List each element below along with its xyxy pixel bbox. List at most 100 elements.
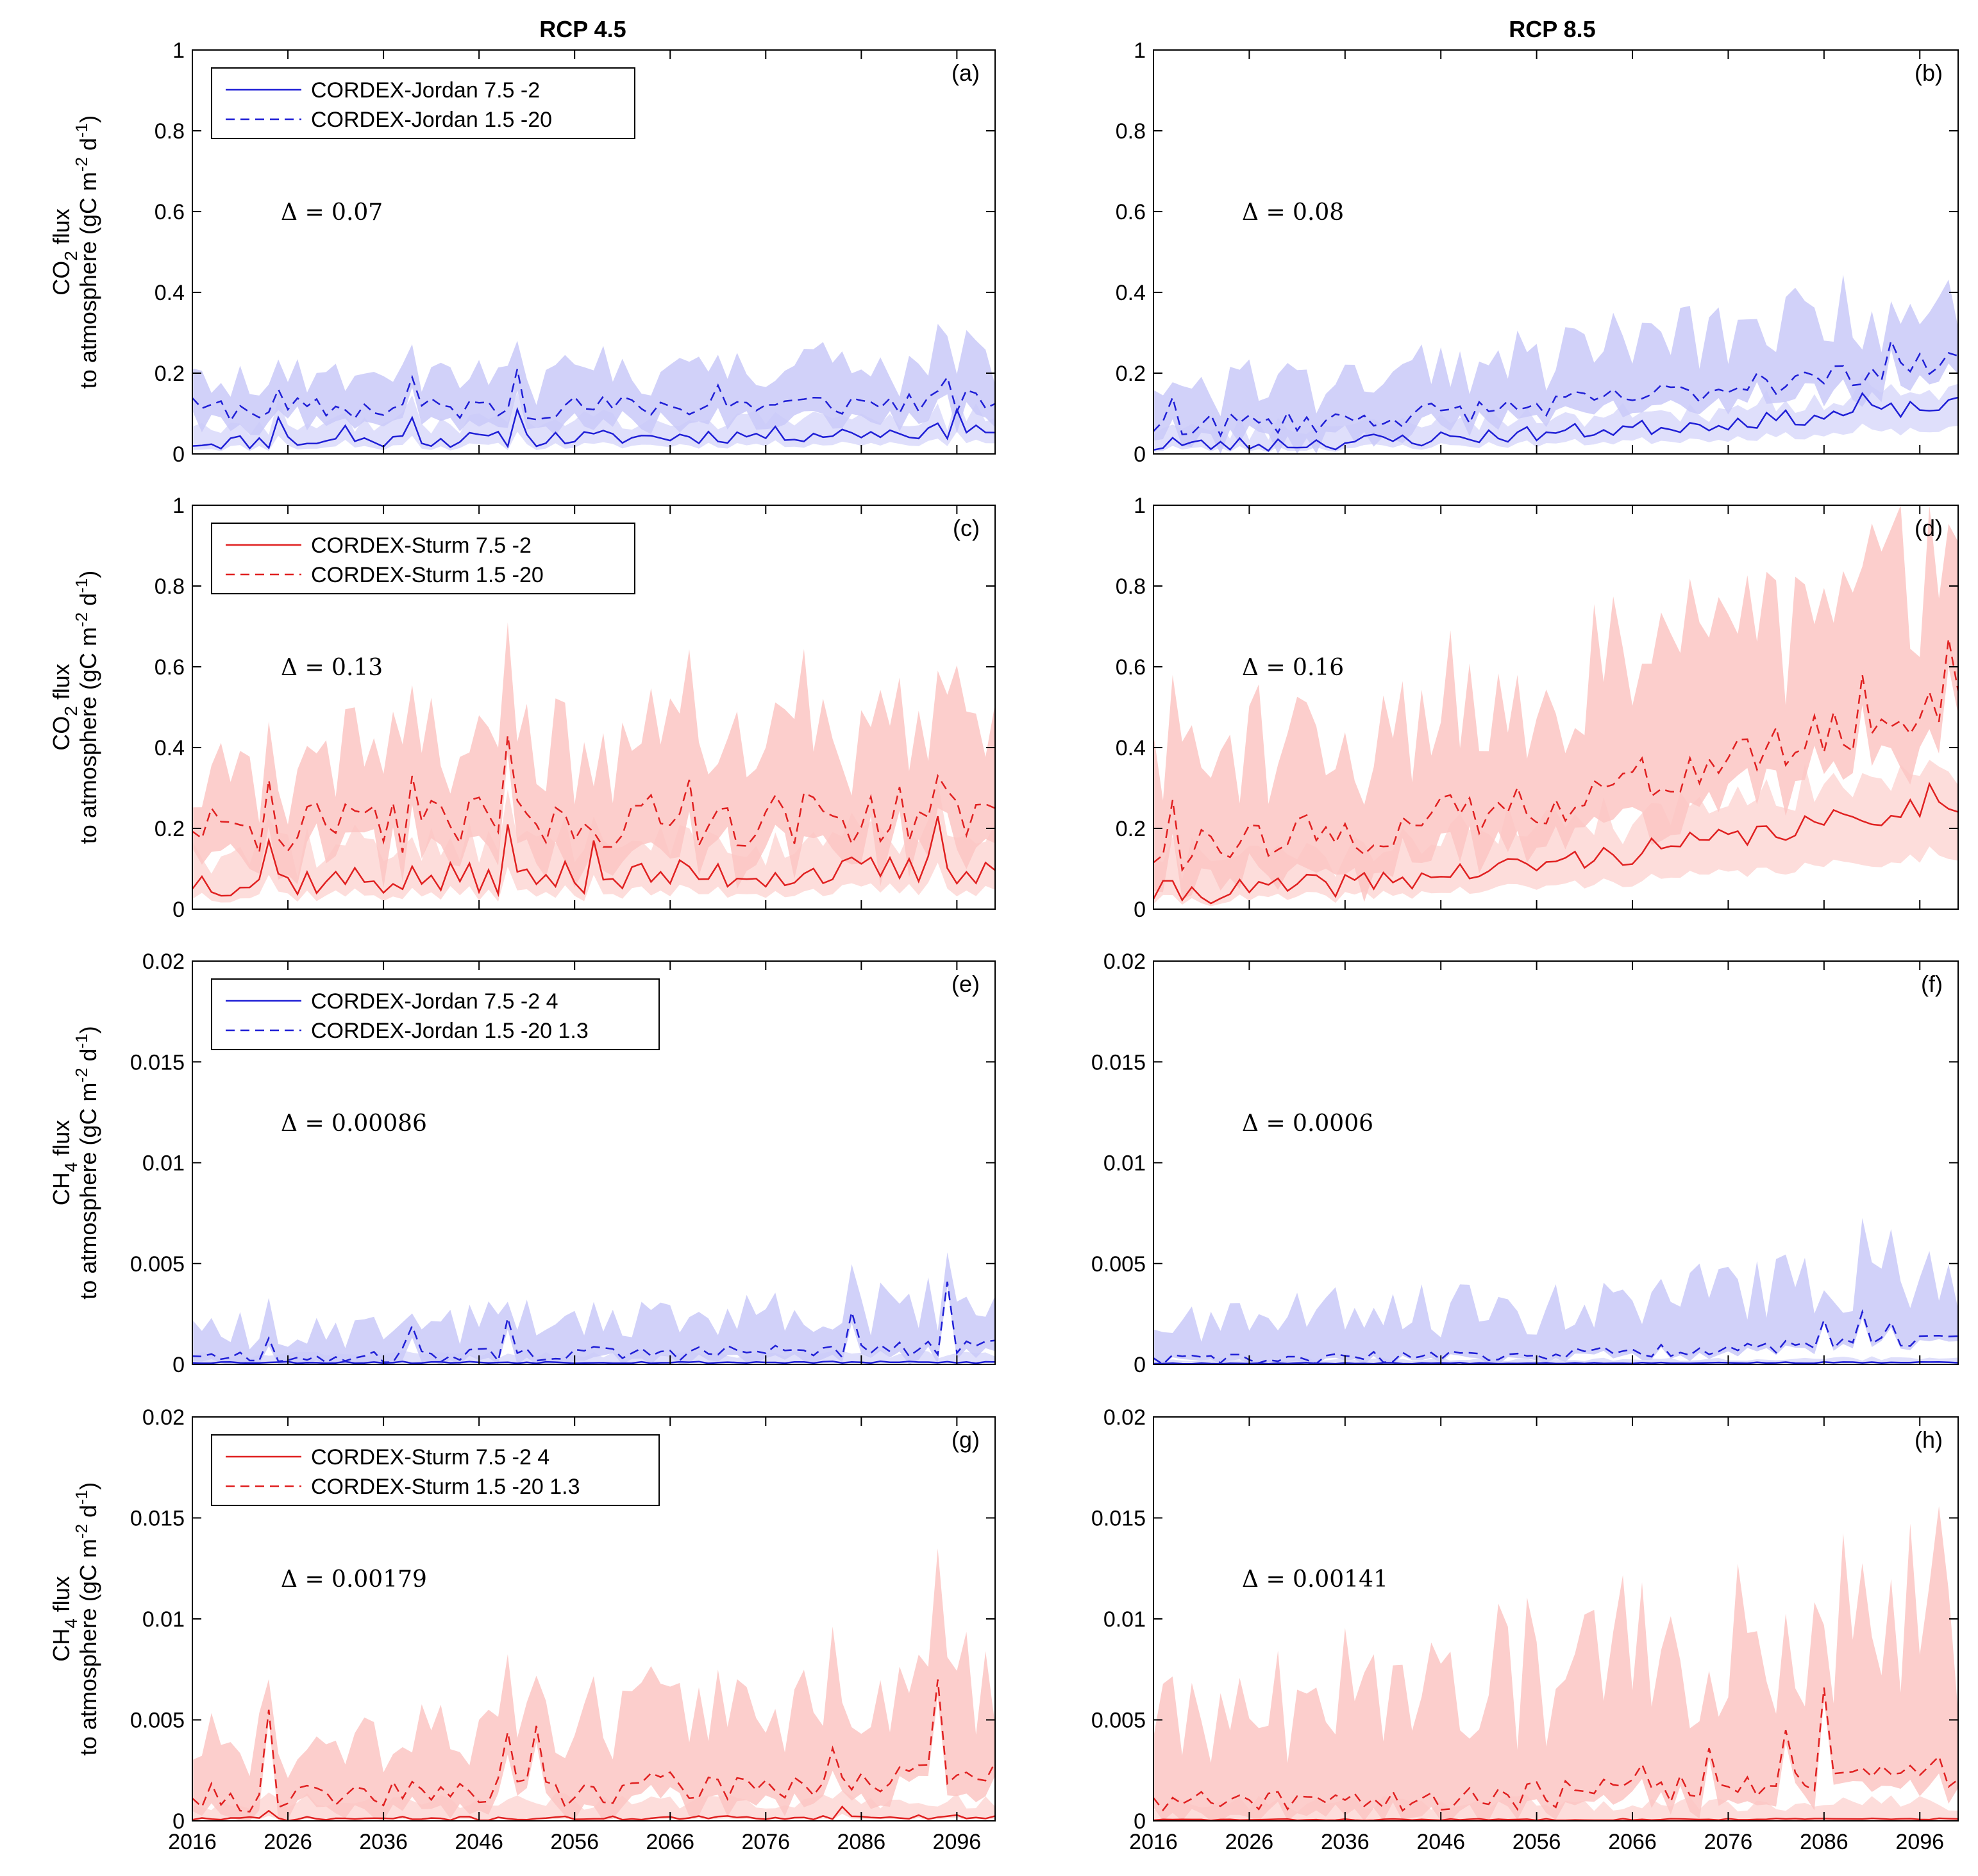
y-tick-label: 0 [1134, 898, 1146, 922]
y-tick-label: 0.2 [155, 362, 185, 386]
delta-annotation: Δ = 0.16 [1242, 655, 1344, 681]
column-title-rcp85: RCP 8.5 [1509, 16, 1595, 42]
uncertainty-band-solid [192, 1349, 995, 1364]
x-tick-label: 2036 [1321, 1830, 1370, 1854]
uncertainty-band [192, 622, 995, 889]
y-tick-label: 0 [1134, 442, 1146, 467]
delta-annotation: Δ = 0.13 [281, 655, 383, 681]
uncertainty-band [192, 1252, 995, 1364]
x-tick-label: 2066 [646, 1830, 694, 1854]
panel-b: 0 0.2 0.4 0.6 0.8 1 (b) Δ = 0.08 [1116, 38, 1959, 467]
y-tick-label: 0.005 [130, 1709, 185, 1733]
y-tick-label: 0 [1134, 1809, 1146, 1834]
y-axis-label: CO2 flux to atmosphere (gC m-2 d-1) [48, 115, 101, 389]
x-tick-label: 2016 [168, 1830, 217, 1854]
y-tick-label: 0.015 [130, 1050, 185, 1075]
x-tick-label: 2076 [1704, 1830, 1753, 1854]
y-tick-label: 0.005 [1091, 1709, 1146, 1733]
y-axis-label: CO2 flux to atmosphere (gC m-2 d-1) [48, 571, 101, 844]
panel-label: (b) [1915, 60, 1943, 86]
series-line-solid [1153, 782, 1958, 905]
x-tick-label: 2026 [1225, 1830, 1274, 1854]
y-tick-label: 0.6 [1116, 655, 1146, 680]
y-tick-label: 1 [172, 494, 185, 518]
x-tick-label: 2056 [550, 1830, 599, 1854]
panel-label: (f) [1921, 971, 1943, 997]
uncertainty-band-solid [192, 1791, 995, 1821]
axes-box [192, 49, 996, 455]
y-tick-label: 1 [1134, 494, 1146, 518]
legend-entry: CORDEX-Sturm 1.5 -20 [311, 563, 544, 587]
y-tick-label: 0.8 [1116, 574, 1146, 599]
y-axis-label-line1: CO2 flux [48, 664, 81, 751]
y-tick-label: 0.01 [1103, 1607, 1146, 1632]
y-tick-label: 0.2 [1116, 362, 1146, 386]
x-tick-label: 2046 [1416, 1830, 1465, 1854]
panel-d: 0 0.2 0.4 0.6 0.8 1 (d) Δ = 0.16 [1116, 494, 1959, 922]
uncertainty-band [1153, 1218, 1958, 1364]
delta-annotation: Δ = 0.00141 [1242, 1566, 1388, 1593]
y-tick-label: 0.005 [130, 1252, 185, 1277]
legend-entry: CORDEX-Jordan 1.5 -20 1.3 [311, 1019, 589, 1043]
y-tick-label: 0.01 [142, 1607, 185, 1632]
legend-box [211, 978, 660, 1050]
panels: 0 0.2 0.4 0.6 0.8 1 (a) Δ = 0.07 CORDEX-Jordan 7… [48, 38, 1959, 1854]
x-tick-label: 2056 [1513, 1830, 1561, 1854]
series-line-dashed [1153, 1687, 1958, 1812]
y-tick-label: 0.015 [130, 1507, 185, 1531]
y-tick-label: 0.8 [155, 119, 185, 144]
uncertainty-band-solid [1153, 373, 1958, 453]
y-tick-label: 0 [172, 898, 185, 922]
y-tick-label: 0.8 [1116, 119, 1146, 144]
y-axis-label-line1: CH4 flux [48, 1120, 81, 1206]
uncertainty-band [1153, 1506, 1958, 1821]
plot-area [1153, 1506, 1958, 1821]
column-title-rcp45: RCP 4.5 [539, 16, 626, 42]
delta-annotation: Δ = 0.08 [1242, 199, 1344, 226]
axes-box [192, 505, 996, 910]
y-tick-label: 0.02 [1103, 1405, 1146, 1430]
y-tick-label: 0.005 [1091, 1252, 1146, 1277]
panel-label: (g) [951, 1427, 980, 1453]
plot-area [192, 324, 995, 451]
legend-entry: CORDEX-Jordan 7.5 -2 [311, 78, 540, 103]
panel-label: (h) [1915, 1427, 1943, 1453]
y-tick-label: 0.4 [1116, 281, 1146, 305]
y-axis-label-line2: to atmosphere (gC m-2 d-1) [72, 1482, 101, 1755]
series-line-dashed [192, 1281, 995, 1364]
series-line-dashed [1153, 1309, 1958, 1364]
series-line-solid [1153, 392, 1958, 452]
y-tick-label: 0.2 [1116, 817, 1146, 841]
y-tick-label: 0 [1134, 1353, 1146, 1377]
x-tick-label: 2036 [359, 1830, 408, 1854]
y-tick-label: 0.6 [155, 655, 185, 680]
series-line-dashed [192, 735, 995, 853]
y-axis-label: CH4 flux to atmosphere (gC m-2 d-1) [48, 1482, 101, 1755]
legend-entry: CORDEX-Sturm 7.5 -2 [311, 533, 532, 558]
y-tick-label: 0.015 [1091, 1507, 1146, 1531]
y-tick-label: 0.01 [142, 1152, 185, 1176]
legend-entry: CORDEX-Jordan 1.5 -20 [311, 108, 552, 132]
series-line-solid [192, 406, 995, 450]
x-tick-label: 2086 [837, 1830, 886, 1854]
uncertainty-band-solid [1153, 1795, 1958, 1821]
y-tick-label: 0.02 [142, 950, 185, 974]
series-line-dashed [192, 1679, 995, 1813]
y-tick-label: 0.02 [142, 1405, 185, 1430]
y-tick-label: 1 [172, 38, 185, 63]
panel-g: 0 0.005 0.01 0.015 0.02 2016 2026 2036 2046 2056 2… [48, 1405, 996, 1854]
y-axis-label: CH4 flux to atmosphere (gC m-2 d-1) [48, 1026, 101, 1299]
uncertainty-band [1153, 274, 1958, 454]
y-tick-label: 0.01 [1103, 1152, 1146, 1176]
panel-label: (c) [953, 515, 980, 541]
axes-box [1153, 505, 1959, 910]
y-axis-label-line1: CH4 flux [48, 1576, 81, 1662]
x-tick-label: 2066 [1608, 1830, 1657, 1854]
legend-entry: CORDEX-Sturm 1.5 -20 1.3 [311, 1475, 580, 1499]
panel-c: 0 0.2 0.4 0.6 0.8 1 (c) Δ = 0.13 CORDEX-Sturm 7.… [48, 494, 996, 922]
y-tick-label: 0.4 [155, 281, 185, 305]
x-tick-label: 2076 [741, 1830, 790, 1854]
y-tick-label: 0 [172, 1809, 185, 1834]
y-tick-label: 0.2 [155, 817, 185, 841]
uncertainty-band-solid [1153, 760, 1958, 907]
